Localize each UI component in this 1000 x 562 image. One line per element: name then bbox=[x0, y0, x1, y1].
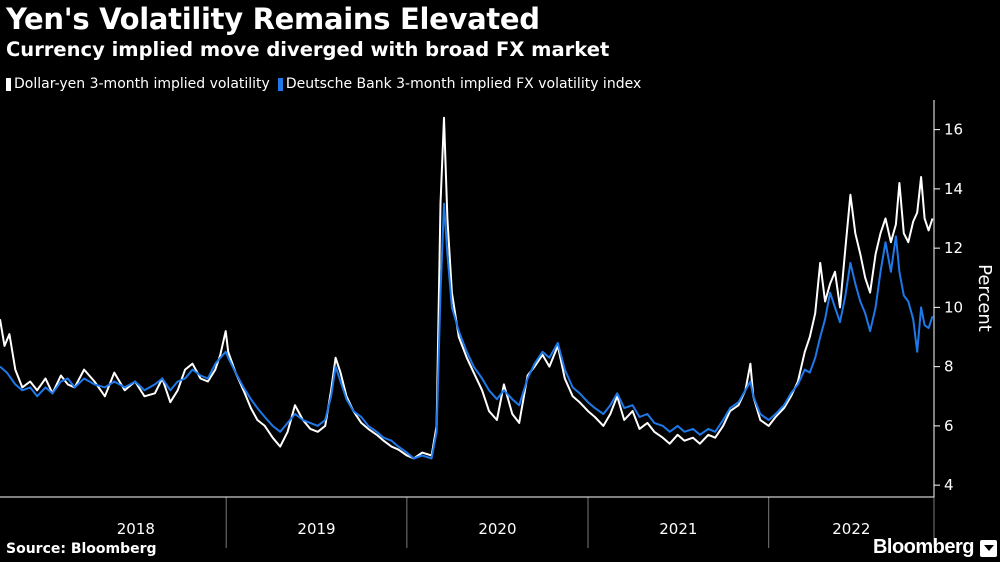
y-tick-label: 16 bbox=[944, 121, 963, 139]
x-tick-label: 2020 bbox=[478, 520, 516, 538]
legend-swatch-dollar-yen bbox=[6, 77, 11, 91]
x-tick-label: 2022 bbox=[832, 520, 870, 538]
legend-swatch-db-index bbox=[277, 77, 283, 91]
y-tick-label: 10 bbox=[944, 298, 963, 316]
legend-item-dollar-yen: Dollar-yen 3-month implied volatility bbox=[6, 76, 270, 92]
y-tick-label: 12 bbox=[944, 239, 963, 257]
legend-label-dollar-yen: Dollar-yen 3-month implied volatility bbox=[14, 76, 270, 92]
brand-wordmark: Bloomberg bbox=[872, 536, 975, 558]
y-tick-label: 6 bbox=[944, 417, 954, 435]
source-note: Source: Bloomberg bbox=[6, 541, 157, 557]
y-axis-title: Percent bbox=[974, 264, 995, 332]
series-line-dollar-yen bbox=[0, 116, 934, 460]
chart-subtitle: Currency implied move diverged with broa… bbox=[6, 38, 610, 61]
x-axis: 2018 2019 2020 2021 2022 bbox=[0, 496, 934, 538]
x-tick-label: 2019 bbox=[297, 520, 335, 538]
x-tick-label: 2021 bbox=[659, 520, 697, 538]
chart-legend: Dollar-yen 3-month implied volatility De… bbox=[6, 76, 649, 92]
legend-label-db-index: Deutsche Bank 3-month implied FX volatil… bbox=[285, 76, 642, 92]
legend-item-db-index: Deutsche Bank 3-month implied FX volatil… bbox=[277, 76, 642, 92]
y-tick-label: 4 bbox=[944, 476, 954, 494]
year-dividers bbox=[225, 497, 935, 548]
y-tick-label: 8 bbox=[944, 358, 954, 376]
x-tick-label: 2018 bbox=[117, 520, 155, 538]
series-layer bbox=[0, 116, 934, 460]
y-axis: 4 6 8 10 12 14 16 bbox=[933, 100, 963, 497]
chart-title: Yen's Volatility Remains Elevated bbox=[6, 2, 540, 36]
series-line-db-index bbox=[0, 202, 934, 460]
bloomberg-mark-icon bbox=[980, 540, 997, 557]
y-tick-label: 14 bbox=[944, 180, 963, 198]
